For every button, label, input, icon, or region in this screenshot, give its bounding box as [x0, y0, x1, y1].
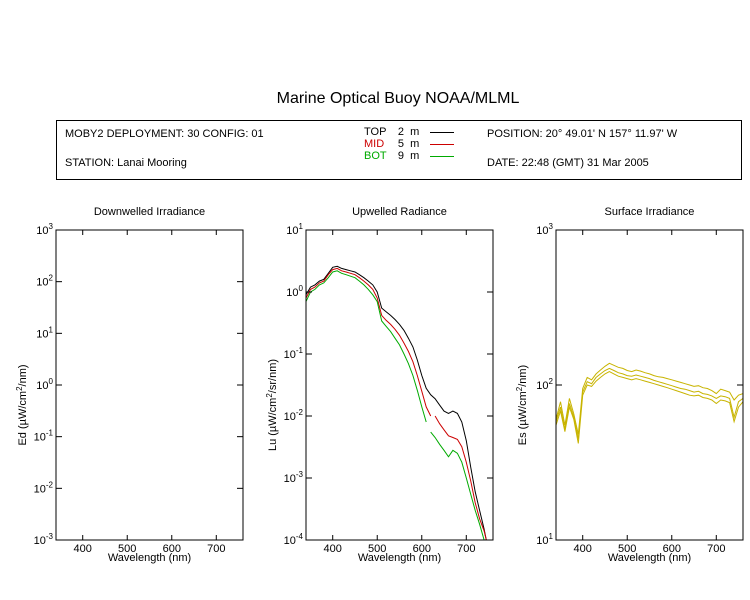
depth-unit-bot: m: [410, 150, 420, 162]
depth-swatch-mid: [430, 143, 455, 145]
depth-swatch-top: [430, 131, 455, 133]
downwelled-irradiance-frame: [55, 229, 244, 541]
downwelled-irradiance-xlabel: Wavelength (nm): [108, 552, 191, 564]
surface-irradiance-xlabel: Wavelength (nm): [608, 552, 691, 564]
upwelled-radiance-frame: [305, 229, 494, 541]
upwelled-radiance-ytick-label--2: 10-2: [284, 408, 304, 423]
upwelled-radiance-ytick-label-0: 100: [286, 284, 303, 299]
surface-irradiance-ytick-label-3: 103: [536, 222, 553, 237]
upwelled-radiance-series-mid-3: [434, 415, 487, 540]
depth-name-bot: BOT: [364, 150, 387, 162]
surface-irradiance-ylabel: Es (µW/cm2/nm): [515, 365, 529, 445]
depth-legend-top: TOP 2 m: [364, 126, 455, 138]
downwelled-irradiance-xtick-label-400: 400: [74, 543, 92, 555]
upwelled-radiance-ytick-label--3: 10-3: [284, 470, 304, 485]
downwelled-irradiance-ytick-label--3: 10-3: [34, 532, 54, 547]
downwelled-irradiance-panel: Downwelled Irradiance 400 500 600 700 10-3 10-…: [15, 206, 244, 564]
downwelled-irradiance-ytick-label-0: 100: [36, 377, 53, 392]
deployment-info-box: MOBY2 DEPLOYMENT: 30 CONFIG: 01 STATION:…: [56, 120, 742, 180]
surface-irradiance-ytick-label-1: 101: [536, 532, 553, 547]
upwelled-radiance-xtick-label-400: 400: [324, 543, 342, 555]
upwelled-radiance-xtick-label-600: 600: [413, 543, 431, 555]
deployment-label: MOBY2 DEPLOYMENT: 30 CONFIG: 01: [65, 128, 264, 140]
upwelled-radiance-panel: Upwelled Radiance 400 500 600 700 10-4 10-3 10-…: [265, 206, 494, 564]
upwelled-radiance-series-bot-4: [430, 431, 485, 540]
date-label: DATE: 22:48 (GMT) 31 Mar 2005: [487, 157, 649, 169]
page-title: Marine Optical Buoy NOAA/MLML: [276, 90, 520, 107]
surface-irradiance-xtick-label-600: 600: [663, 543, 681, 555]
downwelled-irradiance-title: Downwelled Irradiance: [94, 206, 205, 218]
surface-irradiance-xtick-label-500: 500: [618, 543, 636, 555]
depth-unit-mid: m: [410, 138, 420, 150]
downwelled-irradiance-xtick-label-500: 500: [118, 543, 136, 555]
surface-irradiance-series-line-0: [556, 362, 743, 435]
depth-value-top: 2: [397, 126, 404, 138]
surface-irradiance-xtick-label-400: 400: [574, 543, 592, 555]
downwelled-irradiance-ylabel: Ed (µW/cm2/nm): [15, 364, 29, 445]
downwelled-irradiance-ytick-label-2: 102: [36, 274, 53, 289]
surface-irradiance-ytick-label-2: 102: [536, 377, 553, 392]
depth-swatch-bot: [430, 155, 455, 157]
downwelled-irradiance-ytick-label--1: 10-1: [34, 429, 54, 444]
upwelled-radiance-ytick-label-1: 101: [286, 222, 303, 237]
position-label: POSITION: 20° 49.01' N 157° 11.97' W: [487, 128, 678, 140]
station-label: STATION: Lanai Mooring: [65, 157, 187, 169]
depth-legend-bot: BOT 9 m: [364, 150, 455, 162]
depth-legend-mid: MID 5 m: [364, 138, 455, 150]
upwelled-radiance-xlabel: Wavelength (nm): [358, 552, 441, 564]
surface-irradiance-xtick-label-700: 700: [707, 543, 725, 555]
depth-name-mid: MID: [364, 138, 385, 150]
depth-unit-top: m: [410, 126, 420, 138]
upwelled-radiance-series-top-0: [306, 265, 487, 540]
upwelled-radiance-series-mid-1: [306, 267, 432, 417]
downwelled-irradiance-ytick-label--2: 10-2: [34, 480, 54, 495]
downwelled-irradiance-ytick-label-3: 103: [36, 222, 53, 237]
upwelled-radiance-xtick-label-500: 500: [368, 543, 386, 555]
upwelled-radiance-xtick-label-700: 700: [457, 543, 475, 555]
downwelled-irradiance-ytick-label-1: 101: [36, 325, 53, 340]
upwelled-radiance-title: Upwelled Radiance: [352, 206, 447, 218]
downwelled-irradiance-xtick-label-700: 700: [207, 543, 225, 555]
surface-irradiance-series-line-2: [556, 371, 743, 444]
upwelled-radiance-ytick-label--1: 10-1: [284, 346, 304, 361]
surface-irradiance-series-group: [556, 362, 743, 444]
depth-name-top: TOP: [364, 126, 387, 138]
upwelled-radiance-series-bot-2: [306, 270, 427, 423]
upwelled-radiance-ylabel: Lu (µW/cm2/sr/nm): [265, 359, 279, 451]
surface-irradiance-title: Surface Irradiance: [605, 206, 695, 218]
depth-value-bot: 9: [397, 150, 404, 162]
surface-irradiance-panel: Surface Irradiance 400 500 600 700 101 102 103 W…: [515, 206, 744, 564]
surface-irradiance-series-line-1: [556, 367, 743, 439]
downwelled-irradiance-xtick-label-600: 600: [163, 543, 181, 555]
upwelled-radiance-series-group: [306, 265, 487, 540]
depth-value-mid: 5: [397, 138, 404, 150]
upwelled-radiance-ytick-label--4: 10-4: [284, 532, 304, 547]
